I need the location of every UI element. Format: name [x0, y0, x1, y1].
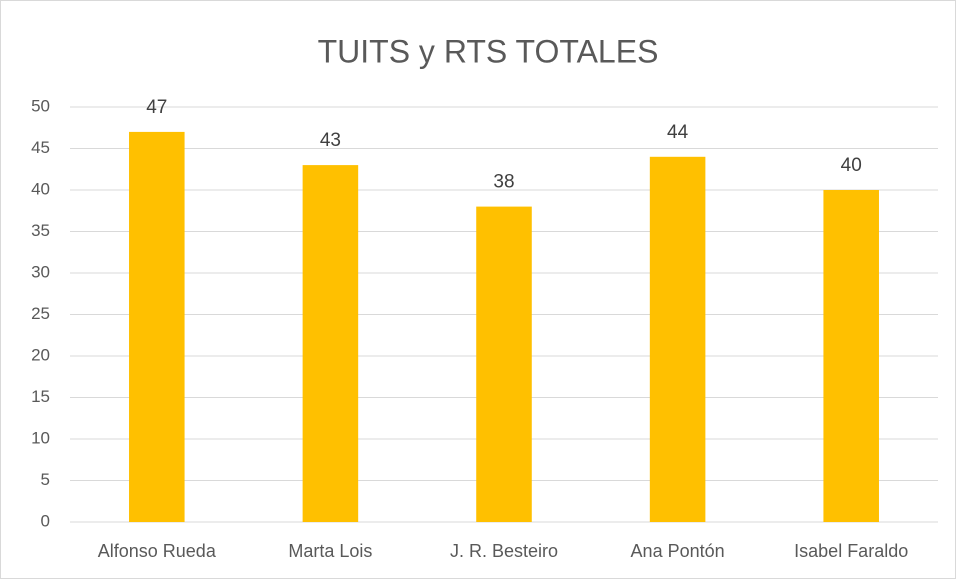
y-tick-label: 0 [41, 511, 50, 530]
y-tick-label: 45 [31, 138, 50, 157]
bar [476, 206, 532, 522]
y-tick-label: 30 [31, 262, 50, 281]
bar [649, 156, 706, 523]
y-tick-label: 5 [41, 470, 50, 489]
bar [302, 165, 359, 522]
x-tick-label: Marta Lois [288, 541, 372, 561]
x-tick-label: Alfonso Rueda [98, 541, 217, 561]
data-label: 43 [320, 130, 341, 151]
y-tick-label: 15 [31, 387, 50, 406]
bar [129, 131, 185, 522]
x-tick-label: Isabel Faraldo [794, 541, 908, 561]
x-tick-label: J. R. Besteiro [450, 541, 558, 561]
y-tick-label: 10 [31, 428, 50, 447]
y-tick-label: 35 [31, 221, 50, 240]
data-label: 47 [146, 97, 167, 118]
y-tick-label: 25 [31, 304, 50, 323]
x-tick-label: Ana Pontón [631, 541, 725, 561]
bar [823, 190, 879, 522]
data-label: 40 [841, 155, 862, 176]
y-tick-label: 40 [31, 179, 50, 198]
y-tick-label: 50 [31, 96, 50, 115]
data-label: 38 [493, 172, 514, 193]
data-label: 44 [667, 122, 689, 143]
chart-title: TUITS y RTS TOTALES [318, 33, 659, 69]
y-tick-label: 20 [31, 345, 50, 364]
